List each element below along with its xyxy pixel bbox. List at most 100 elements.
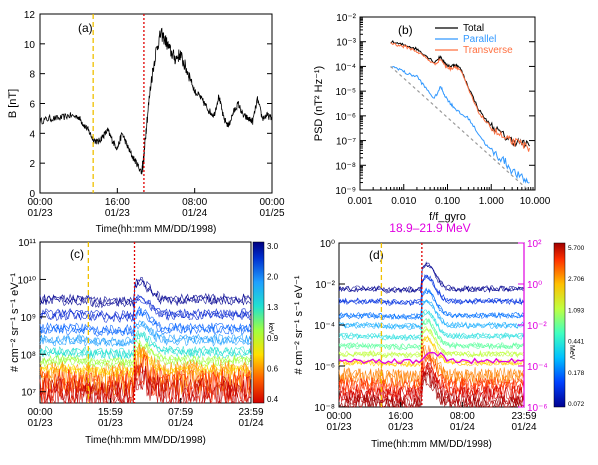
- flux-channel-line: [338, 317, 525, 350]
- y-tick-label: 2: [29, 159, 35, 170]
- colorbar: [252, 241, 265, 404]
- x-tick-label: 01/24: [182, 208, 207, 219]
- x-tick-label: 01/23: [105, 208, 130, 219]
- y-tick-label: 10⁻⁶: [335, 112, 356, 123]
- y-tick-label: 10⁸: [21, 350, 36, 361]
- y-tick-label: 0: [29, 189, 35, 200]
- flux-channel-line: [338, 287, 525, 319]
- y-tick-label: 10⁹: [21, 313, 36, 324]
- x-tick-label: 01/24: [450, 422, 475, 433]
- y-tick-label: 10⁰: [320, 239, 335, 250]
- colorbar-tick-label: 3.0: [267, 242, 279, 251]
- colorbar: [553, 242, 566, 408]
- panel-d: 10⁰10⁻²10⁻⁴10⁻⁶10⁻⁸00:0001/2316:0001/230…: [293, 221, 585, 450]
- flux-channel-line: [338, 354, 525, 398]
- y-tick-label: 8: [29, 70, 35, 81]
- y-tick-label: 10⁻²: [315, 280, 335, 291]
- x-tick-label: 0.001: [347, 196, 372, 207]
- panel-b: 10⁻⁹ 10⁻⁸ 10⁻⁷ 10⁻⁶ 10⁻⁵ 10⁻⁴ 10⁻³ 10⁻² 0.001 0.0…: [313, 13, 551, 223]
- flux-channel-line: [338, 264, 525, 294]
- flux-channel-line: [39, 340, 252, 366]
- flux-channel-line: [338, 369, 525, 409]
- x-tick-label: 00:00: [326, 411, 351, 422]
- colorbar-tick-label: 5.700: [568, 245, 585, 252]
- panel-c: 10⁷10⁸10⁹10¹⁰10¹¹00:0001/2315:5901/2307:…: [9, 238, 279, 446]
- x-axis-label: Time(hh:mm MM/DD/1998): [96, 224, 217, 235]
- flux-channel-line: [39, 353, 252, 403]
- y-tick-label: 10⁻⁴: [335, 62, 356, 73]
- flux-channel-line: [338, 298, 525, 330]
- colorbar-unit-label: MeV: [568, 345, 575, 360]
- flux-channel-line: [338, 290, 525, 321]
- colorbar-tick-label: 2.0: [267, 273, 279, 282]
- flux-channel-line: [338, 262, 525, 293]
- x-tick-label: 0.010: [391, 196, 416, 207]
- plot-frame: [359, 16, 536, 191]
- reference-line: [390, 65, 529, 191]
- colorbar-unit-label: keV: [267, 323, 274, 335]
- x-axis-label: Time(hh:mm MM/DD/1998): [371, 439, 492, 450]
- x-tick-label: 0.100: [435, 196, 460, 207]
- magenta-channel-line: [338, 351, 525, 365]
- x-tick-label: 00:00: [27, 197, 52, 208]
- y-tick-label: 12: [24, 10, 36, 21]
- panel-label: (a): [78, 21, 93, 35]
- legend-label: Total: [463, 23, 484, 34]
- flux-channel-line: [39, 295, 252, 321]
- x-tick-label: 16:00: [388, 411, 413, 422]
- x-tick-label: 00:00: [27, 407, 52, 418]
- legend-label: Parallel: [463, 34, 496, 45]
- y-axis-label: B [nT]: [7, 89, 19, 118]
- y-tick-label: 6: [29, 100, 35, 111]
- panel-label: (b): [398, 23, 413, 37]
- flux-channel-line: [39, 365, 252, 405]
- x-tick-label: 01/24: [168, 418, 193, 429]
- x-tick-label: 01/23: [27, 418, 52, 429]
- y-tick-label: 10⁷: [21, 388, 36, 399]
- flux-channel-line: [39, 321, 252, 348]
- y-tick-label: 10⁻²: [336, 13, 356, 24]
- x-tick-label: 01/23: [98, 418, 123, 429]
- x-axis-label: Time(hh:mm MM/DD/1998): [85, 435, 206, 446]
- flux-channel-line: [39, 293, 252, 322]
- colorbar-tick-label: 1.3: [267, 303, 279, 312]
- flux-channel-line: [338, 361, 525, 406]
- y-tick-label: 10⁻⁸: [314, 403, 335, 414]
- y-tick-label: 4: [29, 129, 35, 140]
- y-axis-label: # cm⁻² sr⁻¹ s⁻¹ eV⁻¹: [9, 273, 21, 372]
- y-tick-label: 10⁻⁴: [314, 321, 335, 332]
- y-tick-label: 10⁻⁸: [335, 161, 356, 172]
- x-tick-label: 15:59: [98, 407, 123, 418]
- flux-channel-line: [339, 371, 525, 409]
- panel-label: (d): [369, 248, 384, 262]
- right-tick-label: 10²: [527, 239, 542, 250]
- x-tick-label: 01/23: [326, 422, 351, 433]
- right-tick-label: 10⁻⁶: [527, 403, 548, 414]
- right-tick-label: 10⁻⁴: [527, 362, 548, 373]
- b-field-line: [39, 27, 272, 175]
- flux-channel-line: [338, 261, 525, 294]
- flux-channel-line: [338, 365, 525, 405]
- y-tick-label: 10: [24, 40, 36, 51]
- x-tick-label: 01/23: [27, 208, 52, 219]
- flux-channel-line: [39, 329, 252, 358]
- y-axis-label: PSD (nT² Hz⁻¹): [313, 66, 325, 141]
- flux-channel-line: [338, 326, 525, 358]
- x-tick-label: 1.000: [479, 196, 504, 207]
- right-tick-label: 10⁻²: [527, 321, 547, 332]
- flux-channel-line: [338, 275, 525, 305]
- flux-channel-line: [338, 362, 525, 406]
- colorbar-tick-label: 0.6: [267, 364, 279, 373]
- colorbar-tick-label: 0.072: [568, 401, 585, 408]
- energy-annotation: 18.9–21.9 MeV: [389, 221, 470, 235]
- y-tick-label: 10⁻⁷: [336, 137, 356, 148]
- y-tick-label: 10⁻³: [336, 38, 356, 49]
- flux-channel-line: [339, 309, 525, 340]
- x-tick-label: 01/25: [259, 208, 284, 219]
- x-tick-label: 01/24: [238, 418, 263, 429]
- flux-channel-line: [39, 331, 252, 360]
- colorbar-tick-label: 1.093: [568, 307, 585, 314]
- colorbar-tick-label: 2.706: [568, 276, 585, 283]
